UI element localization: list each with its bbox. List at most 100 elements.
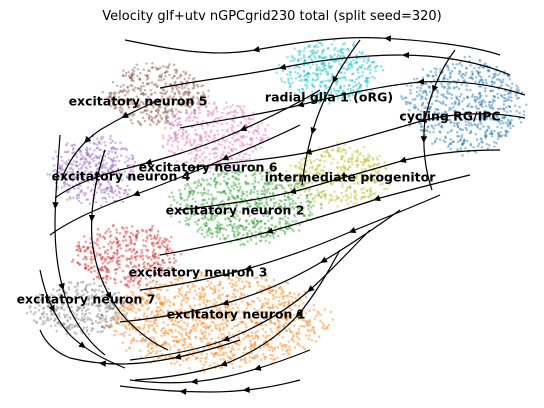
cell-point <box>100 266 104 269</box>
cell-point <box>321 62 325 65</box>
cell-point <box>268 315 271 319</box>
cell-point <box>191 87 194 90</box>
cell-point <box>363 195 366 198</box>
cell-point <box>154 322 158 325</box>
cell-point <box>298 49 302 53</box>
cell-point <box>183 346 187 350</box>
cell-point <box>408 108 411 112</box>
cell-point <box>260 304 264 307</box>
cell-point <box>434 117 438 121</box>
cell-point <box>448 82 452 85</box>
cell-point <box>174 69 177 72</box>
cell-point <box>191 326 194 329</box>
cell-point <box>259 226 263 229</box>
cell-point <box>342 169 346 173</box>
cell-point <box>377 173 380 177</box>
cell-point <box>285 318 289 322</box>
cell-point <box>486 125 490 128</box>
cell-point <box>484 78 488 82</box>
cell-point <box>480 140 483 144</box>
cell-point <box>343 76 346 79</box>
cell-point <box>223 139 226 143</box>
cell-point <box>497 134 501 137</box>
cell-point <box>307 189 310 193</box>
cell-point <box>235 227 239 231</box>
cell-point <box>346 180 350 183</box>
cell-point <box>266 123 269 127</box>
cell-point <box>177 348 181 352</box>
cell-point <box>193 182 196 185</box>
cell-point <box>329 65 333 69</box>
cell-point <box>260 291 263 295</box>
cell-point <box>128 328 132 331</box>
cell-point <box>155 350 159 353</box>
cell-point <box>248 356 252 359</box>
cell-point <box>179 192 182 195</box>
cell-point <box>233 230 236 234</box>
cell-point <box>218 306 222 310</box>
cell-point <box>184 331 188 334</box>
cell-point <box>286 195 290 198</box>
cell-point <box>247 121 251 125</box>
cell-point <box>323 150 326 154</box>
cell-point <box>356 68 359 72</box>
cell-point <box>214 273 217 277</box>
cell-point <box>316 73 320 76</box>
cell-point <box>361 74 364 78</box>
cell-point <box>99 148 102 152</box>
cell-point <box>281 69 285 73</box>
cell-point <box>232 288 236 292</box>
cell-point <box>347 84 351 87</box>
cell-point <box>242 332 246 336</box>
cell-point <box>232 215 236 219</box>
cell-point <box>92 278 96 281</box>
cell-point <box>184 338 187 341</box>
cell-point <box>124 71 128 75</box>
cell-point <box>226 198 230 201</box>
cell-point <box>439 131 442 134</box>
cell-point <box>350 79 354 82</box>
cell-point <box>212 134 216 138</box>
cell-point <box>133 66 136 69</box>
cell-point <box>251 320 254 323</box>
cell-point <box>461 128 465 131</box>
cell-point <box>306 323 309 327</box>
cell-point <box>169 345 172 349</box>
cell-point <box>257 337 260 340</box>
cell-point <box>143 89 147 92</box>
cell-point <box>266 298 270 301</box>
cell-point <box>228 356 231 360</box>
cell-point <box>305 196 309 200</box>
cell-point <box>346 60 349 64</box>
cell-point <box>212 302 215 306</box>
cell-point <box>286 55 289 59</box>
cell-point <box>185 112 188 115</box>
cell-point <box>432 78 436 82</box>
cell-point <box>243 357 246 361</box>
cell-point <box>131 299 135 303</box>
cell-point <box>329 56 332 60</box>
cell-point <box>284 321 287 325</box>
cell-point <box>451 140 455 144</box>
cell-point <box>330 55 334 58</box>
cell-point <box>161 134 165 137</box>
cell-point <box>493 74 497 78</box>
cell-point <box>269 291 272 294</box>
cell-point <box>477 81 481 84</box>
cell-point <box>99 252 102 256</box>
cell-point <box>200 153 204 156</box>
cell-point <box>153 236 156 240</box>
cell-point <box>136 229 139 232</box>
cell-point <box>184 219 187 223</box>
cell-point <box>464 120 467 123</box>
cell-point <box>358 85 361 89</box>
cell-point <box>272 232 276 235</box>
cell-point <box>146 308 149 311</box>
cell-point <box>317 92 321 95</box>
cell-point <box>159 349 162 352</box>
cell-point <box>273 322 277 326</box>
cell-point <box>458 115 461 118</box>
cell-point <box>86 186 90 189</box>
cell-point <box>347 65 350 69</box>
cell-point <box>75 155 79 159</box>
